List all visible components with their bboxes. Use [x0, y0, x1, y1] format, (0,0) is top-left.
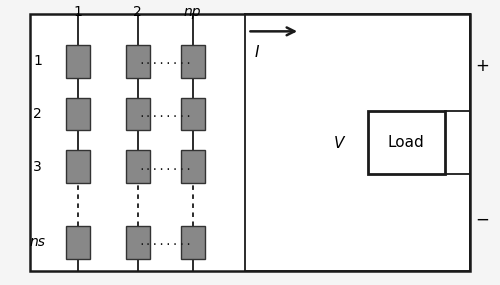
Text: 2: 2: [133, 5, 142, 19]
Bar: [180, 45, 204, 78]
Bar: [180, 97, 204, 131]
Bar: [66, 45, 90, 78]
Bar: [66, 226, 90, 259]
Text: 1: 1: [33, 54, 42, 68]
Text: $V$: $V$: [334, 135, 346, 150]
Bar: [126, 150, 150, 183]
Text: 1: 1: [73, 5, 82, 19]
Bar: [66, 97, 90, 131]
Text: +: +: [476, 56, 490, 75]
Text: ........: ........: [138, 56, 192, 66]
Bar: [126, 226, 150, 259]
Text: $I$: $I$: [254, 44, 260, 60]
Bar: [180, 150, 204, 183]
Text: ........: ........: [138, 162, 192, 172]
Text: 2: 2: [33, 107, 42, 121]
Text: Load: Load: [388, 135, 424, 150]
Bar: [126, 45, 150, 78]
Text: ........: ........: [138, 237, 192, 247]
Bar: [30, 14, 470, 271]
Text: 3: 3: [33, 160, 42, 174]
Bar: [66, 150, 90, 183]
Text: ns: ns: [30, 235, 46, 249]
Bar: [180, 226, 204, 259]
Bar: [368, 111, 445, 174]
Bar: [126, 97, 150, 131]
Text: np: np: [184, 5, 201, 19]
Text: ........: ........: [138, 109, 192, 119]
Text: −: −: [476, 210, 490, 229]
